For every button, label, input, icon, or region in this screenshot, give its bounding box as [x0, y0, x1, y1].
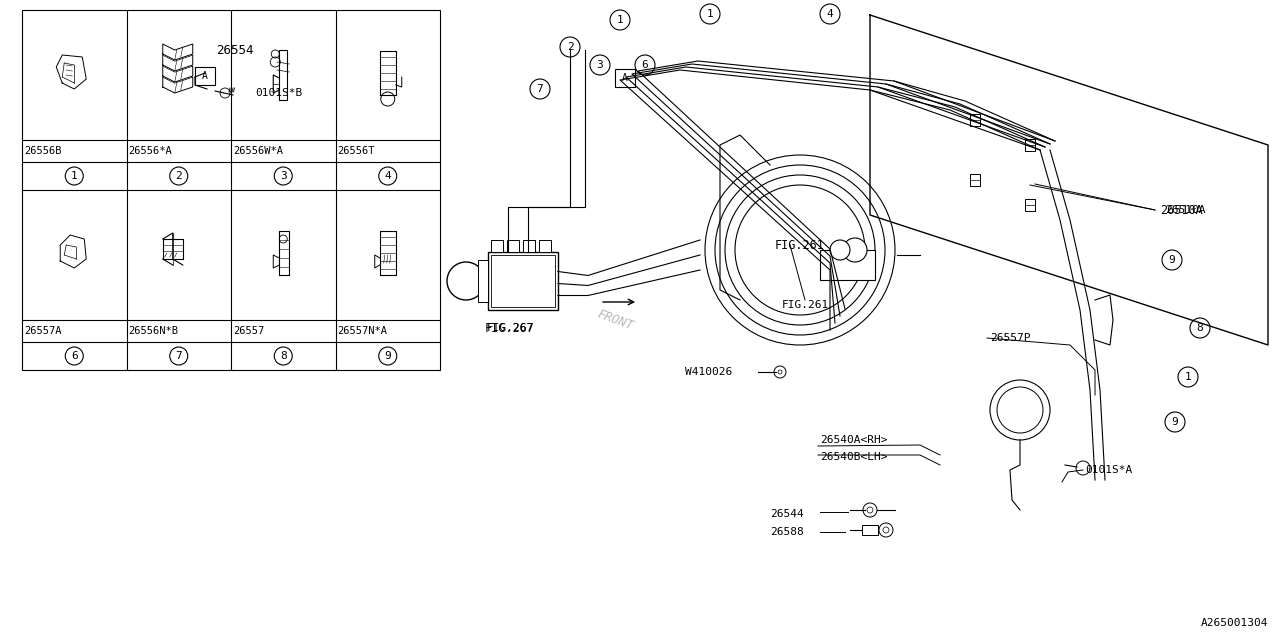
Polygon shape — [163, 66, 193, 82]
Text: 26510A: 26510A — [1160, 204, 1203, 216]
Text: 8: 8 — [280, 351, 287, 361]
Text: 0101S*B: 0101S*B — [255, 88, 302, 98]
Text: FIG.261: FIG.261 — [781, 300, 828, 310]
Bar — [539, 240, 550, 252]
Text: FIG.267: FIG.267 — [485, 321, 535, 335]
Text: A: A — [622, 73, 628, 83]
Circle shape — [774, 366, 786, 378]
Text: 4: 4 — [384, 171, 392, 181]
Bar — [492, 240, 503, 252]
Bar — [22, 10, 440, 370]
Circle shape — [863, 503, 877, 517]
Circle shape — [829, 240, 850, 260]
Bar — [861, 525, 878, 535]
Text: 7: 7 — [175, 351, 182, 361]
Bar — [1025, 139, 1036, 151]
Text: 8: 8 — [1197, 323, 1203, 333]
Text: 1: 1 — [707, 9, 713, 19]
Text: 4: 4 — [827, 9, 833, 19]
Bar — [195, 67, 215, 85]
Text: 26588: 26588 — [771, 527, 804, 537]
Text: 1: 1 — [70, 171, 78, 181]
Text: 26556*A: 26556*A — [128, 146, 173, 156]
Polygon shape — [56, 55, 86, 89]
Text: 26540B<LH>: 26540B<LH> — [820, 452, 887, 462]
Text: 26556W*A: 26556W*A — [233, 146, 283, 156]
Circle shape — [879, 523, 893, 537]
Circle shape — [447, 262, 485, 300]
Bar — [524, 240, 535, 252]
Text: 6: 6 — [641, 60, 649, 70]
Text: 1: 1 — [1184, 372, 1192, 382]
Text: 2: 2 — [567, 42, 573, 52]
Text: 26557: 26557 — [233, 326, 264, 336]
Text: 3: 3 — [280, 171, 287, 181]
Text: 26544: 26544 — [771, 509, 804, 519]
Text: 26556T: 26556T — [338, 146, 375, 156]
Text: 3: 3 — [596, 60, 603, 70]
Text: 26540A<RH>: 26540A<RH> — [820, 435, 887, 445]
Polygon shape — [163, 44, 193, 60]
Text: 9: 9 — [1169, 255, 1175, 265]
Text: 1: 1 — [617, 15, 623, 25]
Text: 9: 9 — [384, 351, 392, 361]
Bar — [488, 252, 558, 310]
Text: 26557P: 26557P — [989, 333, 1030, 343]
Text: 7: 7 — [536, 84, 544, 94]
Polygon shape — [163, 55, 193, 71]
Bar — [507, 240, 518, 252]
Bar — [477, 260, 488, 302]
Bar — [492, 255, 556, 307]
Text: FRONT: FRONT — [595, 307, 635, 333]
Text: FIG.261: FIG.261 — [776, 239, 824, 252]
Circle shape — [844, 238, 867, 262]
Bar — [1025, 199, 1036, 211]
Text: 26556B: 26556B — [24, 146, 61, 156]
Text: 2: 2 — [175, 171, 182, 181]
Text: 26556N*B: 26556N*B — [128, 326, 178, 336]
Text: 0101S*A: 0101S*A — [1085, 465, 1133, 475]
Circle shape — [1076, 461, 1091, 475]
Text: A265001304: A265001304 — [1201, 618, 1268, 628]
Polygon shape — [163, 77, 193, 93]
Bar — [820, 250, 876, 280]
Bar — [614, 69, 635, 87]
Text: 26510A: 26510A — [1165, 205, 1206, 215]
Bar — [970, 174, 980, 186]
Text: FIG.267: FIG.267 — [486, 323, 534, 333]
Text: 6: 6 — [70, 351, 78, 361]
Bar — [970, 114, 980, 126]
Text: 9: 9 — [1171, 417, 1179, 427]
Text: A: A — [202, 71, 207, 81]
Text: 26554: 26554 — [216, 44, 253, 56]
Polygon shape — [870, 15, 1268, 345]
Polygon shape — [60, 235, 86, 268]
Text: 26557N*A: 26557N*A — [338, 326, 388, 336]
Text: 26557A: 26557A — [24, 326, 61, 336]
Text: W410026: W410026 — [685, 367, 732, 377]
